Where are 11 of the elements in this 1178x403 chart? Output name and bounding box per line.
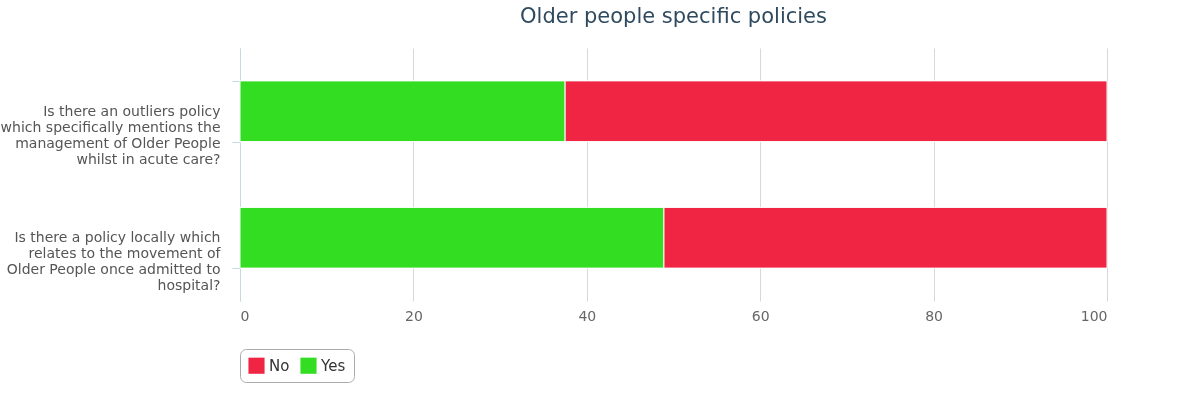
legend-label: Yes	[320, 356, 346, 375]
x-tick-label: 100	[1080, 307, 1108, 324]
y-tick-label: Is there a policy locally which relates to the movement of Older People once admitted to hospital?	[6, 229, 222, 294]
x-tick-label: 40	[578, 307, 597, 324]
y-tick-label: Is there an outliers policy which specifically mentions the management of Older People whilst in acute care?	[0, 102, 221, 167]
legend-label: No	[269, 356, 290, 375]
x-tick-label: 0	[240, 307, 250, 324]
chart-title: Older people specific policies	[520, 4, 827, 28]
x-tick-label: 60	[751, 307, 770, 324]
x-tick-label: 20	[404, 307, 423, 324]
x-tick-label: 80	[925, 307, 944, 324]
